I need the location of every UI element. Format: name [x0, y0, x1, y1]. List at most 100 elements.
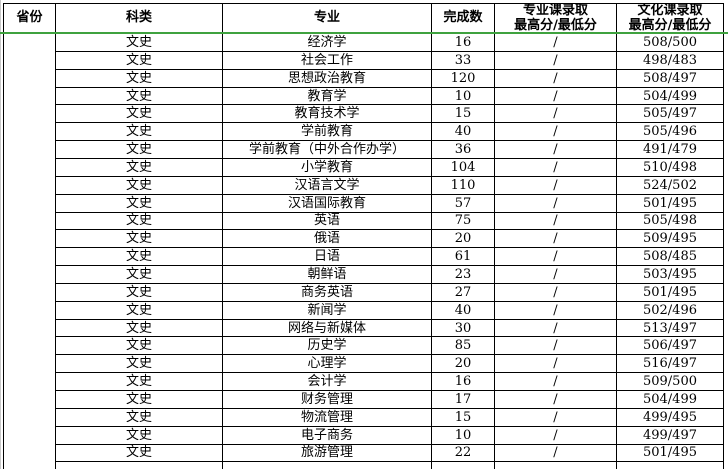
cell-major-course-score: /	[494, 140, 617, 159]
table-row: 文史 思想政治教育 120/508/497	[4, 68, 724, 88]
table-row: 文史 会计学 16/509/500	[4, 372, 724, 391]
cell-completed-count: 15	[431, 407, 495, 427]
cell-major: 俄语	[222, 229, 432, 249]
cell-major: 学前教育	[222, 122, 432, 142]
cell-culture-course-score	[616, 461, 724, 469]
cell-major-course-score: /	[494, 300, 617, 320]
table-row: 文史 新闻学 40/502/496	[4, 300, 724, 320]
cell-completed-count: 17	[431, 389, 495, 409]
cell-subject-category: 文史	[55, 282, 223, 302]
table-row: 文史 心理学 20/516/497	[4, 354, 724, 374]
cell-major: 财务管理	[222, 389, 432, 409]
cell-culture-course-score: 508/485	[616, 247, 724, 267]
cell-major: 教育学	[222, 86, 432, 106]
cell-completed-count: 30	[431, 318, 495, 338]
cell-major-course-score: /	[494, 282, 617, 302]
cell-culture-course-score: 502/496	[616, 300, 724, 320]
cell-completed-count: 23	[431, 265, 495, 284]
table-header: 省份 科类 专业 完成数 专业课录取 最高分/最低分 文化课录取 最高分/最低分	[3, 2, 724, 35]
cell-subject-category: 文史	[55, 104, 223, 124]
cell-subject-category: 文史	[55, 247, 223, 267]
table-row: 文史 朝鲜语 23/503/495	[4, 265, 724, 284]
cell-major-course-score: /	[494, 425, 617, 445]
cell-culture-course-score: 504/499	[616, 389, 724, 409]
table-row: 文史 网络与新媒体 30/513/497	[4, 318, 724, 338]
cell-major-course-score: /	[494, 265, 617, 284]
cell-culture-course-score: 501/495	[616, 193, 724, 213]
cell-major: 英语	[222, 211, 432, 231]
cell-major-course-score: /	[494, 389, 617, 409]
cell-subject-category: 文史	[55, 33, 223, 52]
cell-completed-count: 27	[431, 282, 495, 302]
cell-culture-course-score: 501/495	[616, 443, 724, 463]
cell-major: 汉语言文学	[222, 175, 432, 195]
cell-completed-count: 120	[431, 68, 495, 88]
header-subject-category: 科类	[55, 2, 223, 35]
cell-culture-course-score: 509/495	[616, 229, 724, 249]
cell-completed-count: 16	[431, 372, 495, 391]
table-row: 文史 电子商务 10/499/497	[4, 425, 724, 445]
cell-completed-count: 20	[431, 354, 495, 374]
cell-subject-category: 文史	[55, 68, 223, 88]
cell-subject-category: 文史	[55, 407, 223, 427]
cell-culture-course-score: 505/496	[616, 122, 724, 142]
cell-major-course-score: /	[494, 68, 617, 88]
cell-completed-count: 40	[431, 300, 495, 320]
cell-culture-course-score: 506/497	[616, 336, 724, 356]
cell-major-course-score: /	[494, 211, 617, 231]
cell-subject-category: 文史	[55, 122, 223, 142]
table-row: 文史 经济学 16/508/500	[3, 33, 724, 469]
cell-major-course-score: /	[494, 33, 617, 52]
cell-major: 朝鲜语	[222, 265, 432, 284]
cell-major: 教育技术学	[222, 104, 432, 124]
cell-completed-count: 104	[431, 158, 495, 177]
table-row: 文史 学前教育（中外合作办学） 36/491/479	[4, 140, 724, 159]
cell-major-course-score: /	[494, 407, 617, 427]
cell-completed-count: 85	[431, 336, 495, 356]
cell-major: 历史学	[222, 336, 432, 356]
cell-major: 思想政治教育	[222, 68, 432, 88]
table-body: 文史 经济学 16/508/500 文史 社会工作 33/498/483 文史 思想政治教育 1…	[3, 33, 724, 469]
cell-major-course-score: /	[494, 354, 617, 374]
table-row: 文史 汉语言文学 110/524/502	[4, 175, 724, 195]
cell-culture-course-score: 491/479	[616, 140, 724, 159]
cell-subject-category: 文史	[55, 158, 223, 177]
cell-subject-category: 文史	[55, 229, 223, 249]
cell-major-course-score: /	[494, 86, 617, 106]
cell-major-course-score: /	[494, 247, 617, 267]
cell-major: 小学教育	[222, 158, 432, 177]
cell-major-course-score: /	[494, 443, 617, 463]
cell-culture-course-score: 498/483	[616, 50, 724, 70]
cell-culture-course-score: 513/497	[616, 318, 724, 338]
cell-completed-count: 10	[431, 425, 495, 445]
header-completed-count: 完成数	[431, 2, 495, 35]
cell-major: 物流管理	[222, 407, 432, 427]
cell-culture-course-score: 501/495	[616, 282, 724, 302]
table-row: 文史 日语 61/508/485	[4, 247, 724, 267]
cell-major: 社会工作	[222, 50, 432, 70]
cell-completed-count: 75	[431, 211, 495, 231]
cell-culture-course-score: 503/495	[616, 265, 724, 284]
cell-major: 学前教育（中外合作办学）	[222, 140, 432, 159]
table-row: 文史 汉语国际教育 57/501/495	[4, 193, 724, 213]
table-row: 文史 历史学 85/506/497	[4, 336, 724, 356]
cell-completed-count: 110	[431, 175, 495, 195]
table-row: 文史 俄语 20/509/495	[4, 229, 724, 249]
cell-major-course-score: /	[494, 50, 617, 70]
cell-major-course-score: /	[494, 229, 617, 249]
cell-major-course-score: /	[494, 104, 617, 124]
cell-subject-category: 文史	[55, 425, 223, 445]
frozen-pane-line	[0, 32, 728, 34]
cell-subject-category: 文史	[55, 175, 223, 195]
cell-completed-count: 61	[431, 247, 495, 267]
cell-culture-course-score: 516/497	[616, 354, 724, 374]
header-major-course-scores: 专业课录取 最高分/最低分	[494, 2, 617, 35]
cell-subject-category: 文史	[55, 354, 223, 374]
cell-major-course-score: /	[494, 193, 617, 213]
cell-major: 会计学	[222, 372, 432, 391]
cell-subject-category: 文史	[55, 265, 223, 284]
cell-completed-count: 22	[431, 443, 495, 463]
cell-subject-category: 文史	[55, 211, 223, 231]
table-row: 文史 社会工作 33/498/483	[4, 50, 724, 70]
